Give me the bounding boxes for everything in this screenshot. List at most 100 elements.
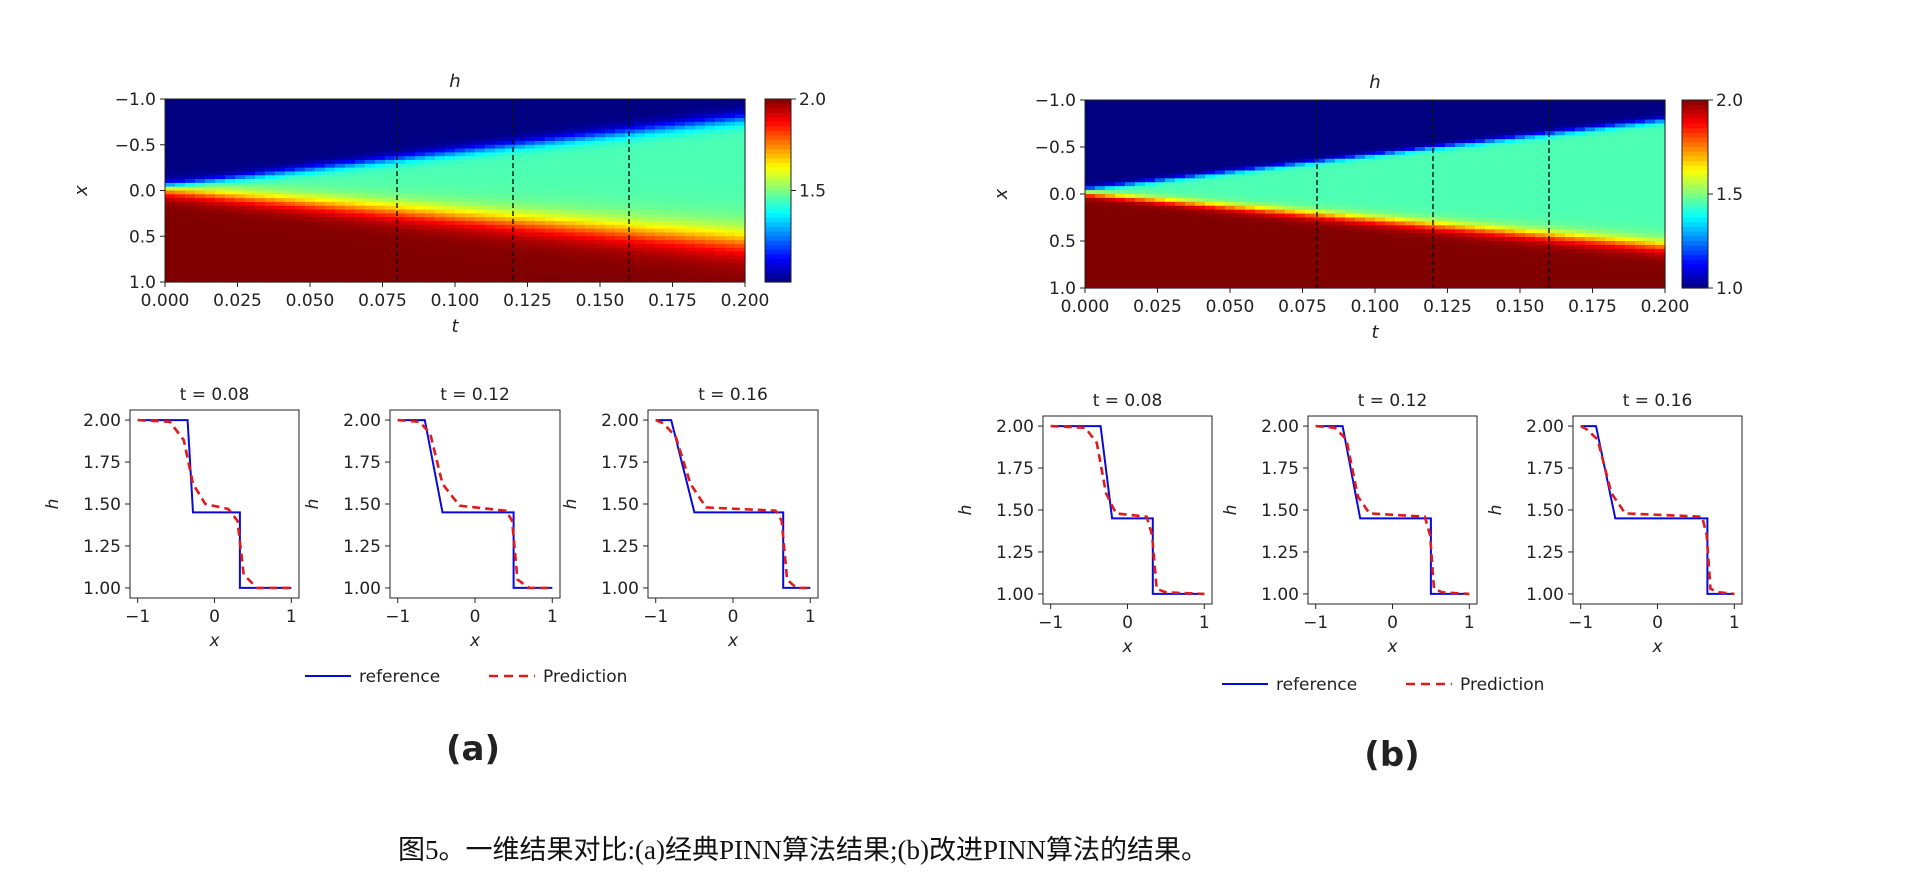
heatmap-cell [695, 144, 706, 150]
heatmap-cell [205, 148, 216, 153]
heatmap-cell [585, 144, 596, 150]
heatmap-cell [415, 217, 426, 222]
heatmap-cell [245, 217, 256, 222]
heatmap-cell [1085, 256, 1096, 262]
heatmap-cell [315, 99, 326, 104]
heatmap-cell [1165, 264, 1176, 270]
heatmap-cell [1205, 233, 1216, 238]
heatmap-cell [1485, 111, 1496, 117]
heatmap-cell [445, 194, 456, 199]
heatmap-cell [565, 152, 576, 157]
heatmap-cell [175, 167, 186, 173]
heatmap-cell [1445, 139, 1456, 144]
heatmap-cell [335, 156, 346, 161]
heatmap-cell [635, 121, 646, 127]
heatmap-cell [715, 140, 726, 146]
heatmap-cell [545, 266, 556, 272]
heatmap-cell [575, 148, 586, 153]
heatmap-cell [1255, 205, 1266, 211]
heatmap-cell [585, 259, 596, 264]
heatmap-cell [185, 251, 196, 256]
heatmap-cell [1405, 103, 1416, 109]
heatmap-cell [465, 221, 476, 226]
heatmap-cell [1505, 162, 1516, 168]
heatmap-cell [635, 221, 646, 226]
heatmap-cell [505, 232, 516, 237]
heatmap-cell [635, 106, 646, 112]
heatmap-cell [265, 175, 276, 180]
heatmap-cell [1365, 135, 1376, 140]
heatmap-cell [465, 182, 476, 188]
heatmap-cell [275, 175, 286, 180]
heatmap-cell [1415, 119, 1426, 125]
heatmap-cell [575, 118, 586, 123]
heatmap-cell [1355, 264, 1366, 270]
heatmap-cell [1345, 154, 1356, 160]
heatmap-cell [315, 240, 326, 245]
heatmap-cell [1205, 158, 1216, 164]
heatmap-cell [1355, 194, 1366, 199]
heatmap-cell [595, 213, 606, 218]
heatmap-cell [1265, 221, 1276, 226]
heatmap-cell [565, 274, 576, 279]
heatmap-cell [1085, 248, 1096, 254]
heatmap-cell [1245, 111, 1256, 117]
heatmap-cell [1385, 221, 1396, 226]
heatmap-cell [1295, 115, 1306, 121]
heatmap-cell [1225, 143, 1236, 148]
heatmap-cell [435, 278, 446, 283]
heatmap-cell [1295, 209, 1306, 215]
heatmap-cell [1455, 205, 1466, 211]
heatmap-cell [1235, 178, 1246, 183]
heatmap-cell [1365, 284, 1376, 289]
heatmap-cell [305, 152, 316, 157]
heatmap-cell [365, 102, 376, 108]
heatmap-cell [1175, 150, 1186, 156]
heatmap-cell [645, 137, 656, 142]
heatmap-cell [725, 278, 736, 283]
heatmap-cell [605, 102, 616, 108]
heatmap-cell [575, 99, 586, 104]
heatmap-cell [1395, 166, 1406, 172]
heatmap-cell [1115, 150, 1126, 156]
heatmap-cell [1085, 272, 1096, 277]
heatmap-cell [705, 179, 716, 184]
heatmap-cell [415, 167, 426, 173]
heatmap-cell [505, 152, 516, 157]
heatmap-cell [175, 221, 186, 226]
heatmap-cell [1205, 107, 1216, 113]
heatmap-cell [305, 102, 316, 108]
heatmap-cell [1475, 107, 1486, 113]
heatmap-cell [1225, 182, 1236, 187]
heatmap-cell [425, 259, 436, 264]
heatmap-cell [1495, 190, 1506, 195]
heatmap-cell [1345, 241, 1356, 246]
heatmap-cell [535, 133, 546, 138]
heatmap-cell [1455, 237, 1466, 242]
colorbar-band [765, 204, 791, 210]
heatmap-cell [1355, 268, 1366, 273]
heatmap-cell [415, 198, 426, 203]
heatmap-cell [375, 217, 386, 222]
heatmap-cell [405, 125, 416, 131]
heatmap-cell [1285, 213, 1296, 219]
heatmap-cell [665, 201, 676, 207]
heatmap-cell [1475, 178, 1486, 183]
heatmap-cell [585, 133, 596, 138]
heatmap-cell [1335, 186, 1346, 191]
heatmap-cell [1225, 256, 1236, 262]
heatmap-cell [615, 171, 626, 176]
heatmap-cell [505, 175, 516, 180]
heatmap-cell [1135, 135, 1146, 140]
heatmap-cell [425, 255, 436, 260]
heatmap-cell [1225, 217, 1236, 223]
heatmap-cell [635, 133, 646, 138]
heatmap-cell [225, 278, 236, 283]
heatmap-cell [725, 190, 736, 195]
heatmap-cell [595, 125, 606, 131]
heatmap-cell [465, 137, 476, 142]
heatmap-cell [1275, 103, 1286, 109]
heatmap-cell [565, 201, 576, 207]
heatmap-cell [705, 144, 716, 150]
heatmap-cell [335, 102, 346, 108]
